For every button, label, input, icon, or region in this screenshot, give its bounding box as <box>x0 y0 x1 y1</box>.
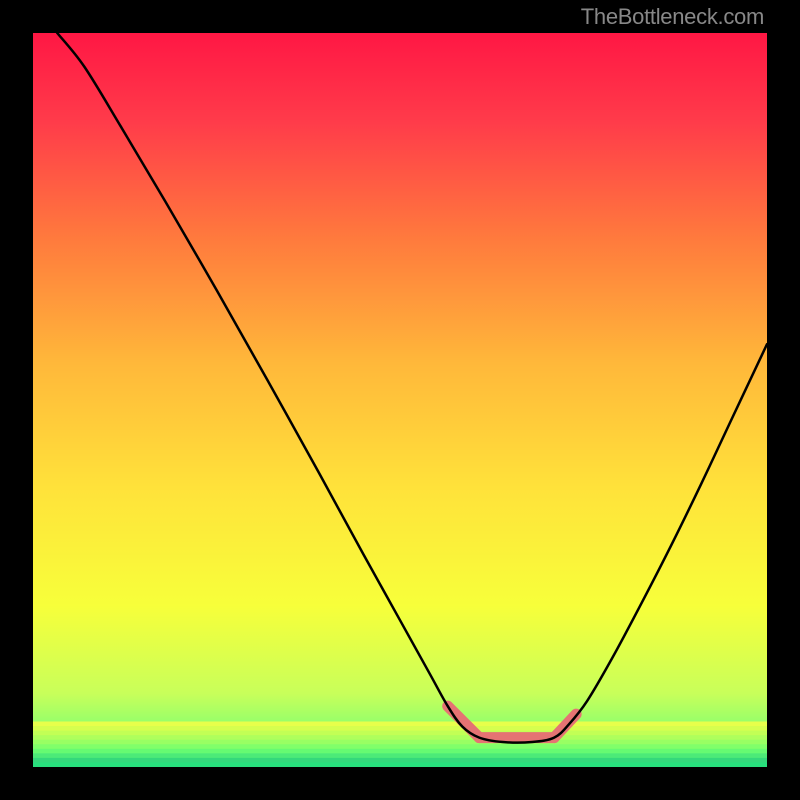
bottom-band-stripe <box>33 753 767 758</box>
bottom-band-stripe <box>33 744 767 749</box>
gradient-background <box>33 33 767 767</box>
bottom-band-stripe <box>33 749 767 754</box>
bottom-band-stripe <box>33 726 767 731</box>
frame-right <box>767 0 800 800</box>
bottom-band-stripe <box>33 758 767 763</box>
plot-svg <box>33 33 767 767</box>
plot-area <box>33 33 767 767</box>
bottom-band-stripe <box>33 740 767 745</box>
watermark-text: TheBottleneck.com <box>581 4 764 30</box>
frame-bottom <box>0 767 800 800</box>
chart-container: TheBottleneck.com <box>0 0 800 800</box>
bottom-band-stripe <box>33 735 767 740</box>
bottom-band-stripe <box>33 731 767 736</box>
frame-left <box>0 0 33 800</box>
bottom-band-stripe <box>33 721 767 726</box>
